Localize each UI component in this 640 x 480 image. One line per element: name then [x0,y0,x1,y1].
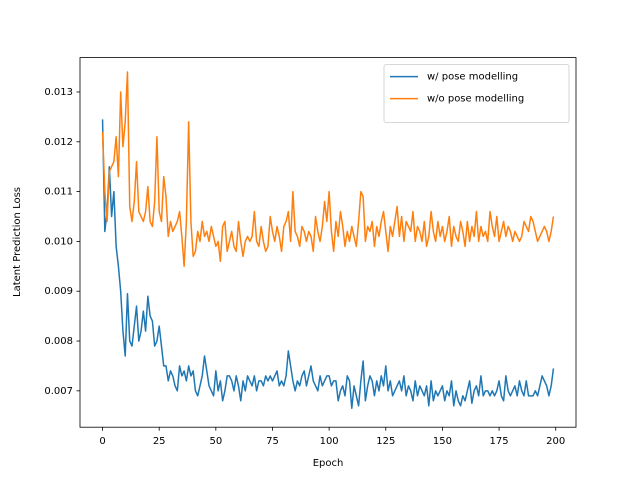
x-tick-label: 50 [209,436,222,447]
x-tick-label: 100 [320,436,339,447]
plot-frame [79,57,577,428]
legend-label: w/o pose modelling [427,94,524,105]
x-axis-label: Epoch [313,458,344,469]
y-tick-label: 0.010 [44,236,73,247]
x-tick-label: 75 [266,436,279,447]
y-tick-label: 0.012 [44,137,73,148]
x-tick-label: 150 [433,436,452,447]
x-tick-label: 25 [153,436,166,447]
y-tick-label: 0.013 [44,87,73,98]
legend-label: w/ pose modelling [427,72,518,83]
x-tick-label: 175 [490,436,509,447]
x-tick-label: 0 [99,436,105,447]
line-series [101,71,555,268]
y-tick-label: 0.009 [44,286,73,297]
y-tick-label: 0.011 [44,187,73,198]
y-axis-label: Latent Prediction Loss [12,187,23,297]
line-series [101,119,555,410]
x-tick-label: 200 [546,436,565,447]
y-tick-label: 0.007 [44,386,73,397]
y-tick-label: 0.008 [44,336,73,347]
legend-box [383,64,570,123]
x-tick-label: 125 [376,436,395,447]
